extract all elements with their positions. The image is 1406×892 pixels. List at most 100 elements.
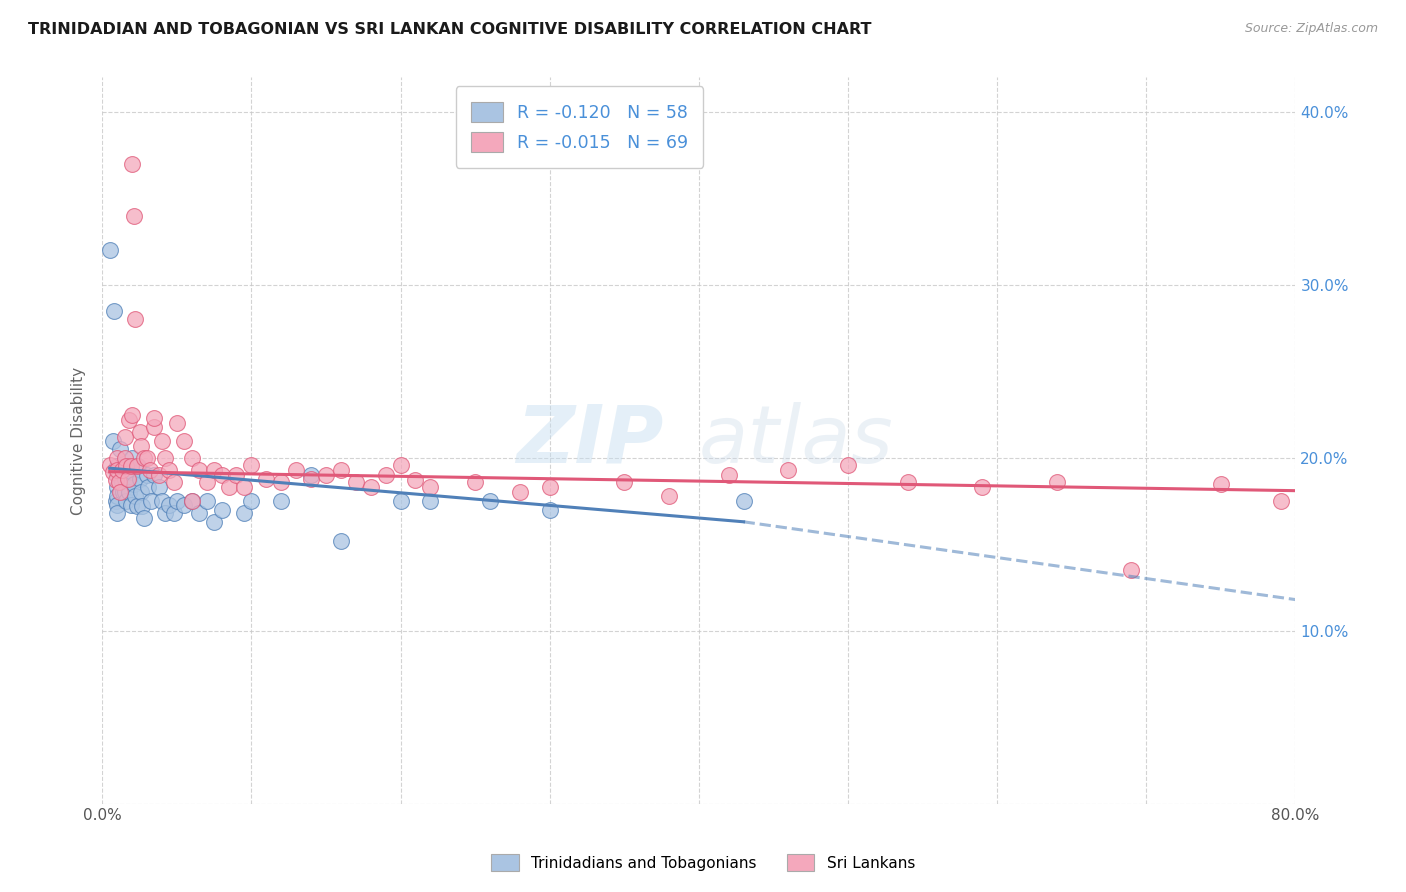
Point <box>1270 494 1292 508</box>
Point <box>112 485 135 500</box>
Point <box>124 489 146 503</box>
Point <box>150 494 173 508</box>
Point <box>195 494 218 508</box>
Point <box>180 450 202 465</box>
Point <box>108 442 131 457</box>
Point <box>105 450 128 465</box>
Point <box>163 506 186 520</box>
Point <box>120 459 142 474</box>
Point <box>118 472 141 486</box>
Point <box>117 472 139 486</box>
Point <box>107 475 129 489</box>
Point <box>121 450 143 465</box>
Text: TRINIDADIAN AND TOBAGONIAN VS SRI LANKAN COGNITIVE DISABILITY CORRELATION CHART: TRINIDADIAN AND TOBAGONIAN VS SRI LANKAN… <box>28 22 872 37</box>
Point <box>329 463 352 477</box>
Point <box>98 244 121 258</box>
Point <box>538 502 561 516</box>
Text: atlas: atlas <box>699 401 894 480</box>
Point <box>117 459 139 474</box>
Point <box>232 480 254 494</box>
Point <box>778 463 800 477</box>
Point <box>104 473 127 487</box>
Point <box>136 450 159 465</box>
Point <box>129 439 152 453</box>
Point <box>299 468 322 483</box>
Point <box>972 480 994 494</box>
Point <box>1209 476 1232 491</box>
Point <box>121 465 143 479</box>
Legend: R = -0.120   N = 58, R = -0.015   N = 69: R = -0.120 N = 58, R = -0.015 N = 69 <box>456 87 703 168</box>
Point <box>105 468 128 483</box>
Point <box>344 475 367 489</box>
Point <box>1121 563 1143 577</box>
Point <box>105 498 128 512</box>
Point <box>166 416 188 430</box>
Point <box>464 475 486 489</box>
Point <box>115 494 138 508</box>
Point <box>114 430 136 444</box>
Point <box>157 498 180 512</box>
Point <box>270 494 292 508</box>
Point <box>125 459 148 474</box>
Point <box>404 473 426 487</box>
Point <box>143 411 166 425</box>
Point <box>122 476 145 491</box>
Point <box>132 511 155 525</box>
Point <box>374 468 396 483</box>
Point <box>270 475 292 489</box>
Point <box>115 459 138 474</box>
Point <box>360 480 382 494</box>
Point <box>389 494 412 508</box>
Point <box>837 458 859 472</box>
Point <box>232 506 254 520</box>
Point <box>613 475 636 489</box>
Point <box>157 463 180 477</box>
Point <box>240 494 263 508</box>
Point <box>148 480 170 494</box>
Point <box>114 450 136 465</box>
Point <box>299 472 322 486</box>
Point <box>225 468 247 483</box>
Point <box>717 468 740 483</box>
Point <box>163 475 186 489</box>
Point <box>108 485 131 500</box>
Point <box>188 463 211 477</box>
Point <box>114 485 136 500</box>
Point <box>118 485 141 500</box>
Point <box>202 515 225 529</box>
Point <box>110 463 132 477</box>
Point <box>118 413 141 427</box>
Point <box>129 485 152 500</box>
Point <box>128 425 150 439</box>
Point <box>143 468 166 483</box>
Point <box>285 463 308 477</box>
Point <box>329 533 352 548</box>
Point <box>141 494 163 508</box>
Point <box>419 480 441 494</box>
Point <box>202 463 225 477</box>
Legend: Trinidadians and Tobagonians, Sri Lankans: Trinidadians and Tobagonians, Sri Lankan… <box>485 848 921 877</box>
Text: Source: ZipAtlas.com: Source: ZipAtlas.com <box>1244 22 1378 36</box>
Point <box>1046 475 1069 489</box>
Point <box>128 472 150 486</box>
Point <box>188 506 211 520</box>
Point <box>127 459 149 474</box>
Point <box>139 463 162 477</box>
Point <box>211 468 233 483</box>
Point <box>195 475 218 489</box>
Point <box>897 475 920 489</box>
Point <box>101 465 124 479</box>
Point <box>114 472 136 486</box>
Point <box>105 480 128 494</box>
Point <box>124 312 146 326</box>
Point <box>211 502 233 516</box>
Point <box>150 434 173 448</box>
Y-axis label: Cognitive Disability: Cognitive Disability <box>72 367 86 515</box>
Point <box>148 468 170 483</box>
Point <box>121 157 143 171</box>
Point <box>105 459 128 474</box>
Point <box>105 489 128 503</box>
Point <box>121 408 143 422</box>
Point <box>658 489 681 503</box>
Point <box>180 494 202 508</box>
